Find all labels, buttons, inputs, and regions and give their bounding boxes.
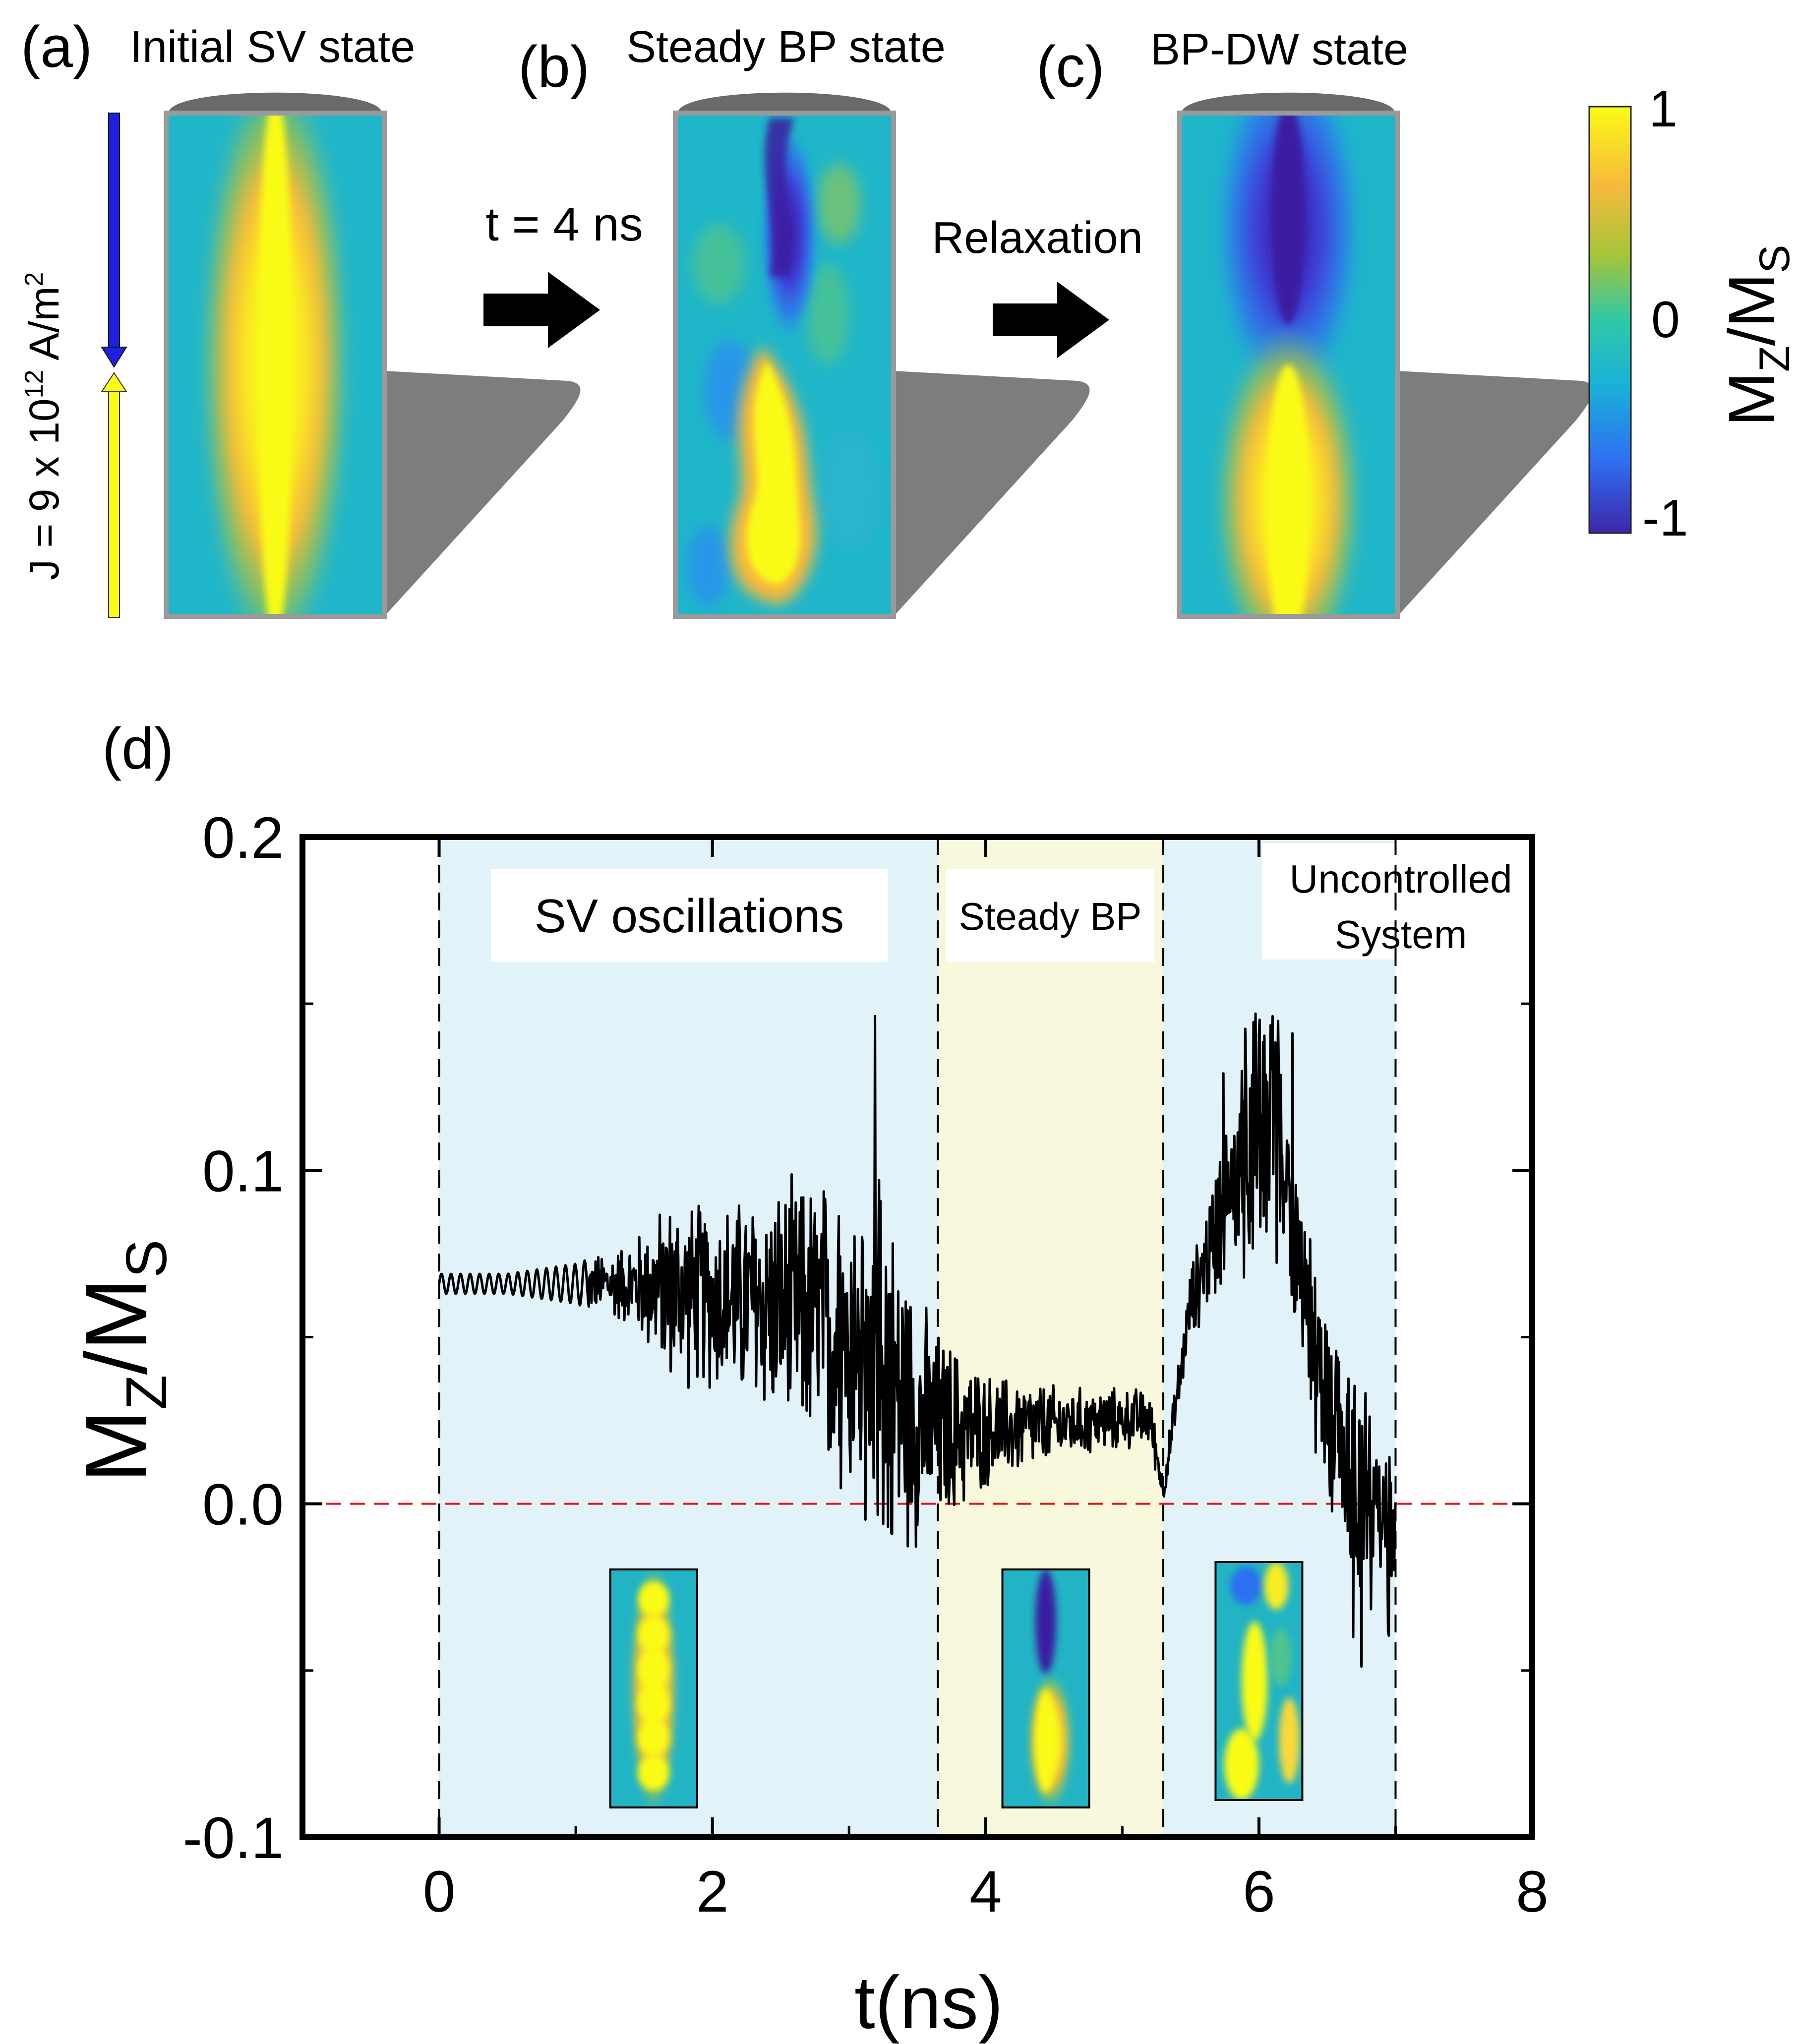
line-chart: SV oscillations Steady BP Uncontrolled Syst… bbox=[68, 805, 1549, 2044]
current-density-label: J = 9 x 1012 A/m2 bbox=[20, 113, 127, 618]
colorbar: 1 0 -1 MZ/MS bbox=[1588, 80, 1798, 547]
x-tick-label: 6 bbox=[1243, 1859, 1275, 1924]
y-axis-label-sub2: S bbox=[114, 1240, 179, 1278]
chart-insets bbox=[609, 1561, 1304, 1808]
current-exponent: 12 bbox=[20, 370, 49, 399]
y-axis-label-mid: /M bbox=[68, 1278, 165, 1375]
transition-arrow-2: Relaxation bbox=[932, 213, 1143, 358]
colorbar-label-sub2: S bbox=[1751, 244, 1798, 273]
y-axis-label-main: M bbox=[68, 1410, 165, 1483]
x-axis-label: t(ns) bbox=[854, 1961, 1003, 2044]
transition-label-1: t = 4 ns bbox=[485, 198, 643, 251]
colorbar-tick-mid: 0 bbox=[1651, 291, 1680, 349]
inset-uc bbox=[1214, 1561, 1304, 1801]
y-tick-label: -0.1 bbox=[183, 1805, 284, 1871]
x-tick-label: 0 bbox=[423, 1859, 456, 1924]
panel-d-label: (d) bbox=[102, 716, 174, 782]
axis-tick-labels: 0 2 4 6 8 0.2 0.1 0.0 -0.1 bbox=[183, 805, 1549, 1924]
region-label-box bbox=[491, 869, 888, 962]
transition-label-2: Relaxation bbox=[932, 213, 1142, 263]
cylinder-cap bbox=[169, 92, 382, 113]
inset-bp bbox=[1001, 1568, 1090, 1808]
y-axis-label: MZ/MS bbox=[68, 1240, 179, 1483]
panel-label: (b) bbox=[518, 34, 590, 100]
region-label-uc-line2: System bbox=[1335, 912, 1467, 957]
top-panels: (a) Initial SV state (b) Steady BP state (c)… bbox=[21, 14, 1594, 619]
colorbar-label-sub1: Z bbox=[1751, 346, 1798, 372]
panel-label: (a) bbox=[21, 14, 92, 80]
cylinder-frame bbox=[1177, 111, 1400, 619]
colorbar-tick-min: -1 bbox=[1642, 489, 1688, 547]
current-unit-exponent: 2 bbox=[20, 272, 49, 287]
colorbar-label: MZ/MS bbox=[1715, 244, 1798, 426]
shadow bbox=[894, 371, 1090, 616]
data-series-mz bbox=[438, 1012, 1397, 1668]
region-label-sv: SV oscillations bbox=[535, 890, 844, 943]
region-label-uc-line1: Uncontrolled bbox=[1289, 857, 1512, 901]
panel-sv: (a) Initial SV state bbox=[21, 14, 581, 619]
cylinder-frame bbox=[164, 111, 387, 619]
y-tick-label: 0.2 bbox=[202, 805, 284, 871]
panel-dw: (c) BP-DW state bbox=[1036, 25, 1594, 619]
transition-arrow-1: t = 4 ns bbox=[483, 198, 643, 348]
shadow bbox=[1397, 371, 1594, 616]
y-tick-label: 0.0 bbox=[202, 1472, 284, 1538]
region-label-box bbox=[1262, 843, 1532, 960]
colorbar-tick-max: 1 bbox=[1649, 80, 1678, 138]
svg-text:J = 9 x 1012 A/m2: J = 9 x 1012 A/m2 bbox=[20, 272, 67, 580]
panel-bp: (b) Steady BP state bbox=[518, 22, 1090, 619]
cylinder-cap bbox=[1182, 92, 1395, 113]
panel-title: BP-DW state bbox=[1150, 25, 1408, 74]
current-prefix: J = 9 x 10 bbox=[21, 398, 67, 580]
shadow bbox=[384, 371, 581, 616]
cylinder-cap bbox=[678, 92, 891, 113]
colorbar-label-mid: /M bbox=[1715, 273, 1788, 346]
panel-title: Initial SV state bbox=[130, 22, 415, 72]
arrow-right-icon bbox=[993, 282, 1109, 358]
colorbar-label-main: M bbox=[1715, 372, 1788, 426]
inset-sv bbox=[609, 1568, 698, 1808]
axis-ticks bbox=[301, 836, 1534, 1839]
x-tick-label: 8 bbox=[1516, 1859, 1549, 1924]
current-unit: A/m bbox=[21, 287, 67, 370]
region-labels: SV oscillations Steady BP Uncontrolled Syst… bbox=[491, 843, 1532, 962]
arrow-right-icon bbox=[483, 272, 600, 348]
cylinder-frame bbox=[673, 111, 896, 619]
x-tick-label: 4 bbox=[969, 1859, 1002, 1924]
panel-label: (c) bbox=[1036, 34, 1105, 100]
panel-title: Steady BP state bbox=[626, 22, 946, 72]
y-axis-label-sub1: Z bbox=[114, 1375, 179, 1410]
y-tick-label: 0.1 bbox=[202, 1139, 284, 1204]
x-tick-label: 2 bbox=[696, 1859, 729, 1924]
region-label-box bbox=[946, 869, 1154, 962]
region-label-bp: Steady BP bbox=[959, 895, 1142, 938]
